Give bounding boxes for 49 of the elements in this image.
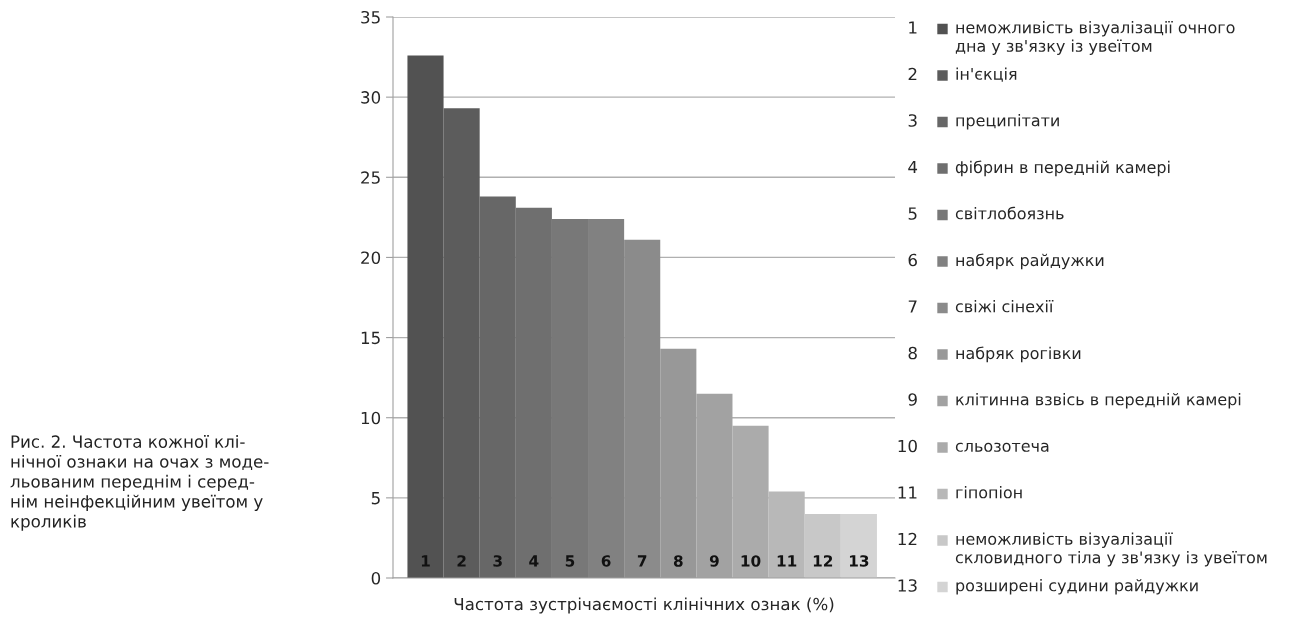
y-tick-label: 0 bbox=[371, 571, 381, 585]
legend-label: ін'єкція bbox=[956, 67, 1017, 82]
legend-label: свіжі сінехії bbox=[955, 300, 1054, 313]
y-tick-label: 15 bbox=[361, 331, 380, 345]
legend-label: клітинна взвісь в передній камері bbox=[956, 393, 1241, 409]
category-label: 2 bbox=[908, 67, 917, 81]
category-label: 5 bbox=[908, 207, 917, 220]
legend-label: світлобоязнь bbox=[955, 206, 1064, 220]
legend-label: набярк райдужки bbox=[956, 253, 1104, 270]
y-tick-label: 20 bbox=[361, 251, 381, 264]
y-tick-label: 30 bbox=[361, 91, 381, 104]
x-tick-label: 13 bbox=[849, 555, 869, 567]
y-tick-label: 5 bbox=[371, 492, 380, 505]
x-tick-label: 3 bbox=[493, 555, 502, 567]
x-tick-label: 8 bbox=[673, 555, 683, 567]
text: Рис. 2. Частота кожної клі- нічної ознаки на очах з моде- льованим переднім і серед- нім неінфекційним увеїтом у кроликів bbox=[10, 435, 269, 531]
category-label: 1 bbox=[909, 21, 917, 34]
legend-label: неможливість візуалізації очного дна у зв'язку із увеїтом bbox=[955, 21, 1235, 55]
y-tick-label: 10 bbox=[361, 411, 381, 425]
y-tick-label: 25 bbox=[361, 171, 380, 184]
legend-label: сльозотеча bbox=[955, 442, 1049, 452]
category-label: 4 bbox=[908, 160, 918, 174]
x-tick-label: 7 bbox=[637, 555, 647, 567]
legend-label: гіпопіон bbox=[956, 486, 1022, 499]
x-tick-label: 11 bbox=[777, 555, 797, 567]
legend-label: фібрин в передній камері bbox=[955, 160, 1170, 177]
category-label: 9 bbox=[908, 393, 917, 406]
x-tick-label: 6 bbox=[601, 555, 611, 567]
legend-label: неможливість візуалізації скловидного тіла у зв'язку із увеїтом bbox=[955, 532, 1267, 567]
x-tick-label: 9 bbox=[709, 555, 719, 567]
category-label: 11 bbox=[898, 486, 917, 499]
legend-label: набряк рогівки bbox=[956, 346, 1081, 363]
category-label: 6 bbox=[908, 253, 917, 267]
x-tick-label: 12 bbox=[813, 555, 833, 567]
legend-label: розширені судини райдужки bbox=[956, 579, 1198, 595]
x-tick-label: 5 bbox=[565, 555, 575, 567]
x-axis-title: Частота зустрічаємості клінічних ознак (%) bbox=[454, 597, 834, 614]
legend-label: преципітати bbox=[956, 114, 1059, 130]
x-tick-label: 4 bbox=[529, 555, 539, 567]
category-label: 12 bbox=[898, 532, 917, 546]
x-tick-label: 10 bbox=[741, 555, 761, 567]
x-tick-label: 2 bbox=[457, 555, 466, 567]
category-label: 8 bbox=[908, 346, 917, 360]
category-label: 7 bbox=[908, 300, 917, 313]
x-tick-label: 1 bbox=[421, 555, 430, 567]
category-label: 10 bbox=[898, 439, 917, 453]
category-label: 3 bbox=[908, 114, 917, 127]
y-tick-label: 35 bbox=[361, 10, 380, 24]
category-label: 13 bbox=[898, 579, 917, 592]
